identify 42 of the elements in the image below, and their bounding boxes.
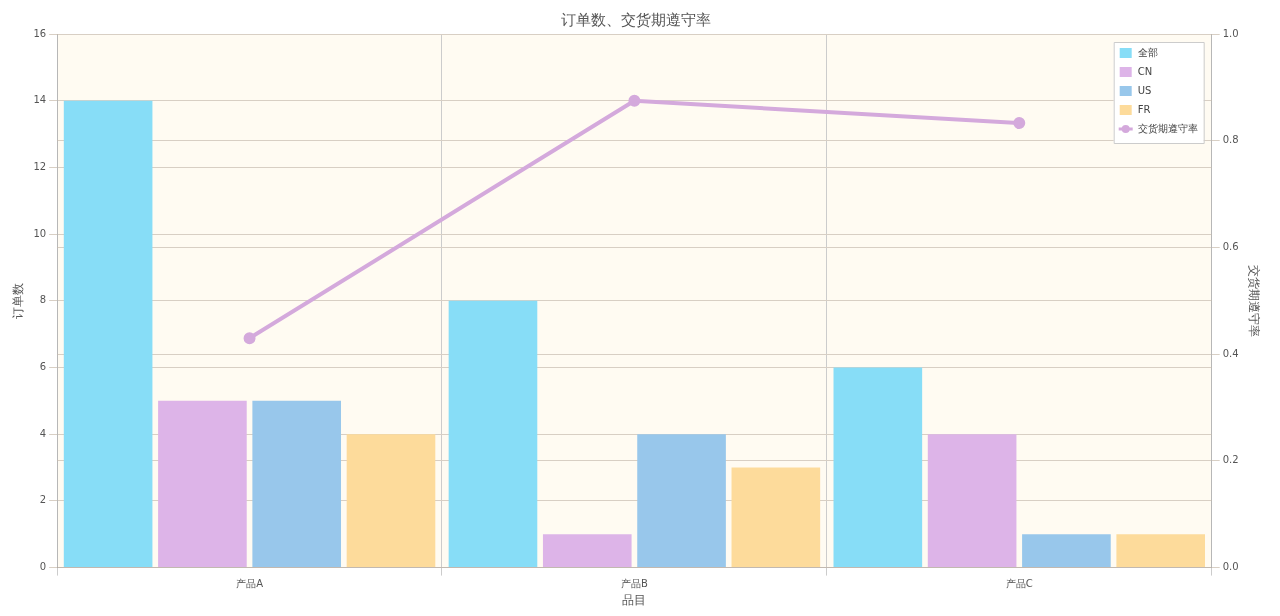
bar <box>448 300 538 568</box>
legend-label: FR <box>1137 103 1151 115</box>
x-tick-label: 产品B <box>620 578 648 590</box>
y-axis-title: 订单数 <box>11 282 26 319</box>
legend-label: 全部 <box>1137 46 1158 58</box>
y-tick-label: 4 <box>39 427 47 439</box>
bar <box>1116 534 1206 568</box>
x-axis-title: 品目 <box>622 592 647 607</box>
y-tick-label: 2 <box>39 494 47 506</box>
bar <box>63 100 153 568</box>
y-tick-label: 10 <box>33 227 47 239</box>
bar <box>346 434 436 568</box>
bar <box>252 400 342 568</box>
legend-label: CN <box>1137 65 1153 77</box>
y-tick-label: 14 <box>33 94 47 106</box>
bar <box>542 534 632 568</box>
legend-label: 交货期遵守率 <box>1137 122 1198 134</box>
y2-tick-label: 1.0 <box>1222 27 1239 39</box>
point <box>243 332 256 345</box>
bar <box>1022 534 1111 568</box>
point <box>1013 117 1026 130</box>
y-tick-label: 12 <box>33 160 47 172</box>
bar <box>927 434 1017 568</box>
y2-tick-label: 0.2 <box>1222 454 1239 466</box>
y-tick-label: 16 <box>33 27 47 39</box>
x-tick-label: 产品A <box>236 578 264 590</box>
x-tick-label: 产品C <box>1005 578 1033 590</box>
y2-tick-label: 0.8 <box>1222 134 1239 146</box>
bar <box>158 400 247 568</box>
y-tick-label: 6 <box>39 361 47 373</box>
y2-tick-label: 0.0 <box>1222 561 1239 573</box>
y2-axis-title: 交货期遵守率 <box>1246 264 1261 337</box>
chart-title: 订单数、交货期遵守率 <box>561 10 711 29</box>
bar <box>637 434 726 568</box>
y2-tick-label: 0.6 <box>1222 241 1239 253</box>
y-tick-label: 8 <box>39 294 47 306</box>
bar <box>833 367 923 568</box>
point <box>628 94 641 107</box>
y2-tick-label: 0.4 <box>1222 347 1239 359</box>
legend-label: US <box>1137 84 1152 96</box>
bar <box>731 467 821 568</box>
y-tick-label: 0 <box>39 561 47 573</box>
